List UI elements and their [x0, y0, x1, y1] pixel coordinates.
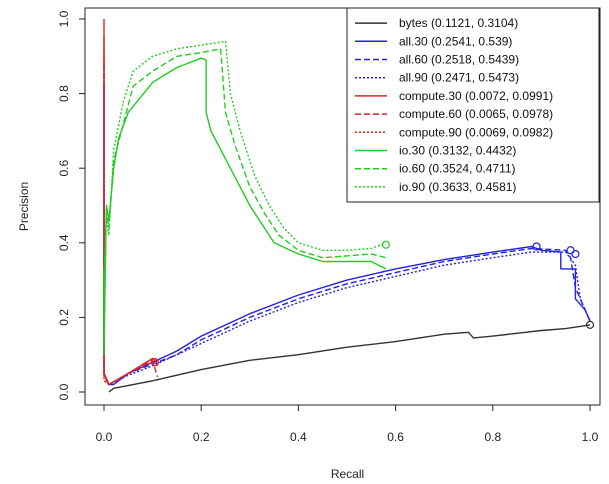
series-line-8 [103, 48, 387, 281]
plot-frame [84, 7, 601, 406]
series-end-marker-1 [532, 242, 541, 251]
y-tick-label: 0.6 [57, 160, 71, 177]
legend-label-1: all.30 (0.2541, 0.539) [399, 34, 512, 48]
legend-label-8: io.60 (0.3524, 0.4711) [399, 162, 516, 176]
legend-box [346, 7, 600, 203]
legend-label-2: all.60 (0.2518, 0.5439) [399, 53, 519, 67]
legend-label-0: bytes (0.1121, 0.3104) [399, 16, 518, 30]
y-axis-label: Precision [17, 182, 31, 231]
x-tick-label: 0.0 [96, 430, 113, 444]
series-end-marker-2 [566, 246, 575, 255]
y-tick-label: 0.8 [57, 85, 71, 102]
series-end-marker-0 [585, 320, 595, 329]
x-axis-label: Recall [331, 467, 364, 481]
y-tick-label: 0.2 [57, 309, 71, 326]
series-line-7 [103, 57, 387, 356]
x-tick-label: 0.6 [387, 430, 404, 444]
plot-border [84, 7, 601, 406]
series-line-9 [103, 40, 387, 281]
legend-label-4: compute.30 (0.0072, 0.0991) [399, 89, 553, 103]
legend-label-3: all.90 (0.2471, 0.5473) [399, 71, 519, 85]
series-end-marker-9 [381, 240, 390, 249]
series-line-6 [103, 45, 158, 386]
y-tick-label: 1.0 [57, 10, 71, 27]
legend-label-9: io.90 (0.3633, 0.4581) [399, 180, 516, 194]
series-end-marker-6 [150, 358, 160, 367]
series-line-3 [103, 52, 591, 386]
y-tick-label: 0.0 [57, 383, 71, 400]
x-tick-label: 1.0 [582, 430, 599, 444]
axis-ticks: 0.0 0.2 0.4 0.6 0.8 1.0 0.0 0.2 0.4 0.6 0.8 1.0 [57, 10, 599, 444]
series-layer [103, 19, 595, 393]
series-line-0 [108, 324, 591, 393]
series-line-1 [103, 86, 591, 386]
x-tick-label: 0.8 [484, 430, 501, 444]
legend: bytes (0.1121, 0.3104) all.30 (0.2541, 0.… [346, 7, 600, 203]
x-tick-label: 0.4 [290, 430, 307, 444]
legend-label-6: compute.90 (0.0069, 0.0982) [399, 125, 553, 139]
y-tick-label: 0.4 [57, 234, 71, 251]
legend-label-5: compute.60 (0.0065, 0.0978) [399, 107, 553, 121]
legend-label-7: io.30 (0.3132, 0.4432) [399, 144, 516, 158]
series-end-marker-3 [571, 249, 580, 259]
x-tick-label: 0.2 [193, 430, 210, 444]
series-line-5 [103, 37, 159, 386]
